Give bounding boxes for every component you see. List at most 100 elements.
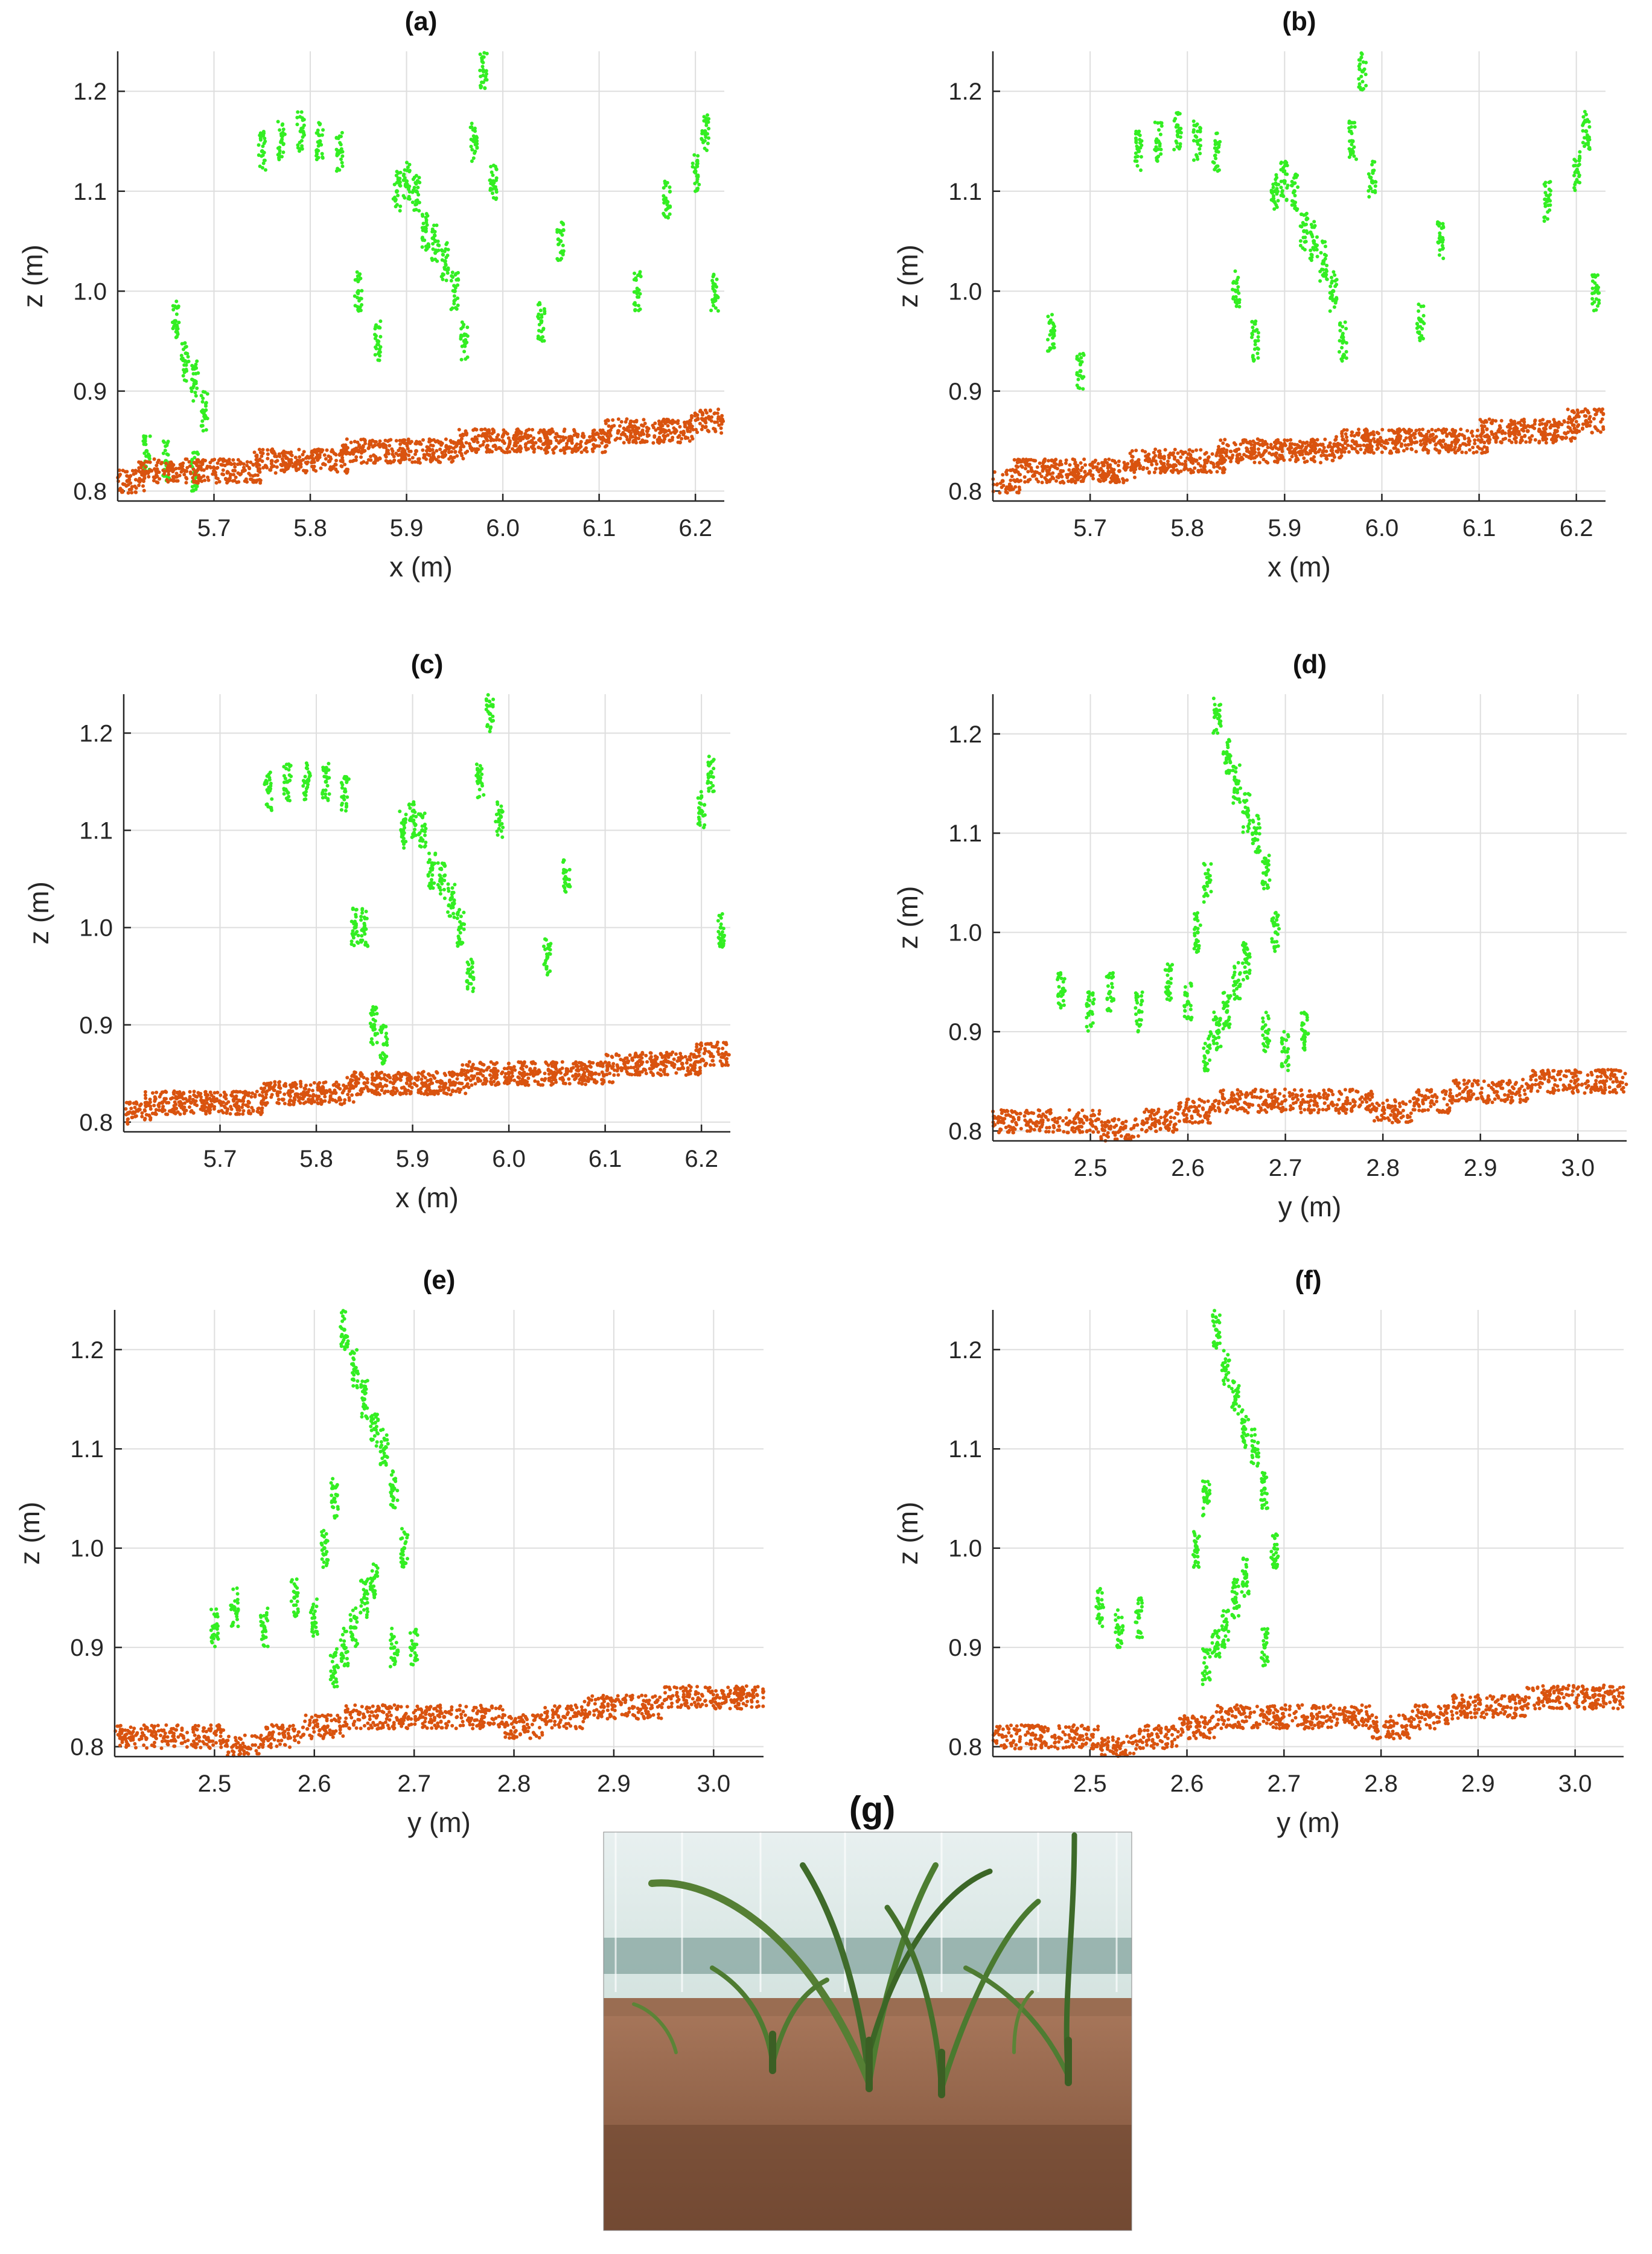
data-point [202,412,206,416]
data-point [1368,185,1372,189]
data-point [574,449,578,453]
data-point [340,456,345,460]
data-point [464,357,468,361]
data-point [597,444,601,448]
data-point [317,133,322,138]
data-point [328,467,332,471]
data-point [1364,83,1368,88]
data-point [209,465,213,470]
data-point [262,158,266,162]
data-point [485,78,489,82]
data-point [1328,284,1333,289]
data-point [314,450,317,455]
data-point [221,468,225,472]
data-point [1341,438,1345,442]
data-point [401,447,405,451]
data-point [494,196,499,200]
data-point [175,474,179,479]
data-point [1198,456,1202,460]
data-point [1437,224,1441,228]
chart-title: (a) [405,7,438,36]
data-point [317,121,321,125]
data-point [289,774,293,779]
data-point [316,128,320,132]
data-point [1574,159,1578,163]
data-point [1109,476,1114,480]
x-tick-label: 5.7 [203,1146,237,1172]
data-point [200,419,205,423]
data-point [277,158,281,162]
data-point [427,858,432,862]
data-point [396,193,400,197]
data-point [346,467,350,471]
data-point [295,123,299,127]
data-point [694,427,698,432]
data-point [494,444,497,449]
data-point [1158,132,1162,136]
data-point [1578,150,1582,154]
data-point [1398,429,1403,432]
data-point [502,439,506,444]
data-point [1135,144,1139,148]
data-point [536,334,540,339]
data-point [1179,126,1183,130]
data-point [183,457,188,461]
data-point [191,399,196,403]
data-point [715,420,719,424]
data-point [1152,450,1156,455]
data-point [1318,279,1322,283]
data-point [280,464,284,468]
data-point [1258,461,1261,465]
data-point [1530,424,1534,428]
data-point [245,464,249,468]
data-point [434,248,438,252]
data-point [709,308,713,313]
data-point [283,776,287,781]
data-point [281,142,285,147]
data-point [1588,415,1592,419]
data-point [321,788,325,793]
data-point [416,193,421,197]
data-point [1340,359,1344,363]
data-point [491,196,496,200]
data-point [435,223,439,228]
data-point [403,182,407,187]
data-point [1219,438,1223,442]
data-point [1601,427,1606,431]
data-point [266,805,270,809]
data-point [344,809,348,813]
data-point [543,434,547,438]
data-point [1325,269,1328,273]
data-point [1546,217,1549,221]
data-point [452,294,456,298]
data-point [623,420,628,424]
data-point [1024,458,1029,462]
data-point [1231,295,1236,299]
data-point [193,391,197,395]
data-point [469,144,473,148]
data-point [1286,184,1290,188]
data-point [183,341,187,345]
data-point [174,471,179,476]
data-point [125,470,129,474]
data-point [607,424,611,428]
data-point [1350,433,1354,438]
data-point [1461,442,1465,446]
data-point [322,453,327,457]
data-point [1405,447,1409,451]
data-point [415,202,419,206]
data-point [398,438,402,442]
data-point [1452,447,1456,452]
data-point [1042,459,1045,464]
data-point [1331,289,1335,293]
data-point [1046,314,1050,319]
data-point [206,475,210,479]
data-point [1191,128,1196,132]
data-point [1471,445,1475,450]
data-point [206,478,211,482]
data-point [1524,440,1528,444]
data-point [1052,324,1056,328]
data-point [413,441,418,445]
data-point [169,465,173,469]
data-point [378,345,383,349]
